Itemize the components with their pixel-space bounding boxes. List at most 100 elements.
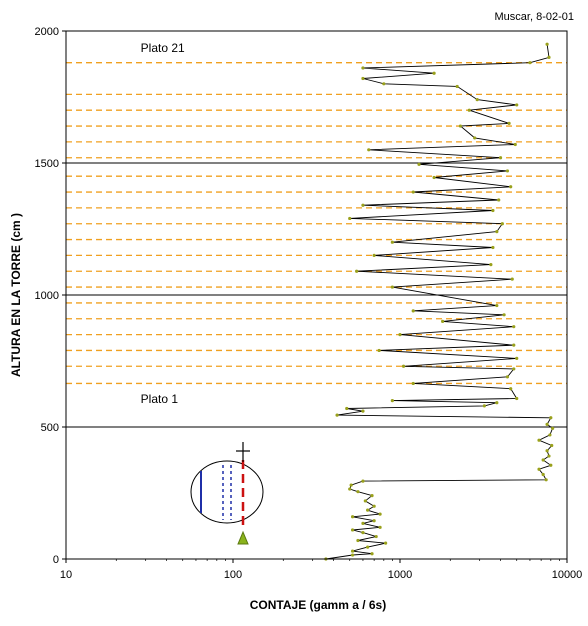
x-tick-label: 1000 <box>388 569 412 581</box>
data-point <box>509 185 513 189</box>
data-point <box>548 433 552 437</box>
data-point <box>541 472 545 477</box>
data-point <box>349 483 353 487</box>
data-point <box>544 478 548 482</box>
data-point <box>505 375 510 379</box>
data-point <box>545 422 549 426</box>
data-point <box>505 169 510 173</box>
data-point <box>441 319 445 323</box>
data-point <box>515 396 519 401</box>
y-tick-label: 0 <box>53 554 59 566</box>
data-point <box>384 541 388 545</box>
data-point <box>411 309 415 313</box>
data-point <box>370 552 374 556</box>
data-point <box>550 443 554 448</box>
data-point <box>537 438 541 442</box>
data-point <box>497 198 501 202</box>
data-point <box>370 494 374 498</box>
data-point <box>361 66 365 70</box>
data-point <box>345 406 349 411</box>
data-point <box>378 525 382 529</box>
data-point <box>366 508 370 512</box>
data-point <box>495 230 499 234</box>
data-point <box>377 348 381 353</box>
data-point <box>473 136 477 140</box>
data-point <box>515 356 519 360</box>
data-point <box>372 504 376 508</box>
x-axis-label: CONTAJE (gamm a / 6s) <box>250 598 386 612</box>
data-point <box>417 162 421 166</box>
data-point <box>398 333 402 337</box>
x-tick-label: 10000 <box>552 569 583 581</box>
y-tick-label: 1000 <box>35 290 59 302</box>
y-tick-label: 2000 <box>35 26 59 38</box>
data-point <box>390 240 394 244</box>
column-cross-section <box>190 460 264 524</box>
plate-label: Plato 21 <box>141 41 185 55</box>
data-point <box>502 313 506 317</box>
data-point <box>515 103 519 107</box>
plate-label: Plato 1 <box>141 392 179 406</box>
data-point <box>390 399 394 403</box>
data-point <box>350 553 355 557</box>
data-point <box>361 409 365 413</box>
data-point <box>378 512 382 516</box>
data-point <box>390 285 394 289</box>
data-point <box>498 156 503 160</box>
column-inset-diagram <box>190 442 264 545</box>
data-point <box>432 71 436 75</box>
data-point <box>350 528 355 532</box>
data-point <box>537 467 541 471</box>
data-point <box>528 61 532 65</box>
markers-layer <box>324 42 555 561</box>
data-point <box>458 124 463 128</box>
data-point <box>335 413 339 417</box>
data-point <box>475 98 479 102</box>
text-labels: Plato 21 Plato 1 <box>141 41 185 406</box>
data-point <box>512 343 516 347</box>
data-point <box>350 515 355 519</box>
data-point <box>512 367 516 371</box>
data-point <box>432 175 436 180</box>
x-axis-ticks: 10 100 1000 10000 <box>60 559 582 581</box>
data-point <box>366 545 370 549</box>
y-tick-label: 1500 <box>35 158 59 170</box>
data-point <box>491 245 495 250</box>
data-point <box>361 521 365 525</box>
data-point <box>545 449 549 453</box>
solid-lines <box>66 162 567 428</box>
x-tick-label: 100 <box>224 569 242 581</box>
data-point <box>363 499 367 503</box>
data-point <box>356 490 360 494</box>
y-axis-ticks: 0 500 1000 1500 2000 <box>35 26 66 566</box>
data-point <box>361 76 365 81</box>
data-point <box>545 42 549 46</box>
data-point <box>509 387 513 391</box>
data-point <box>348 216 352 221</box>
data-point <box>382 82 386 86</box>
data-point <box>348 487 352 491</box>
data-point <box>367 148 371 152</box>
data-point <box>372 253 376 257</box>
data-point <box>355 269 359 273</box>
data-point <box>513 142 517 147</box>
data-point <box>547 55 551 60</box>
plate-lines <box>66 62 567 385</box>
data-point <box>495 303 499 308</box>
data-point <box>401 364 406 368</box>
data-point <box>491 208 495 213</box>
data-point <box>411 190 415 194</box>
x-tick-label: 10 <box>60 569 72 581</box>
data-point <box>374 534 378 539</box>
data-point <box>512 325 516 329</box>
data-point <box>500 222 504 226</box>
data-point <box>467 108 471 112</box>
data-point <box>361 531 365 535</box>
data-point <box>507 121 511 125</box>
data-point <box>361 479 365 483</box>
detector-triangle-icon <box>237 530 249 545</box>
y-axis-label: ALTURA EN LA TORRE (cm ) <box>9 213 23 377</box>
